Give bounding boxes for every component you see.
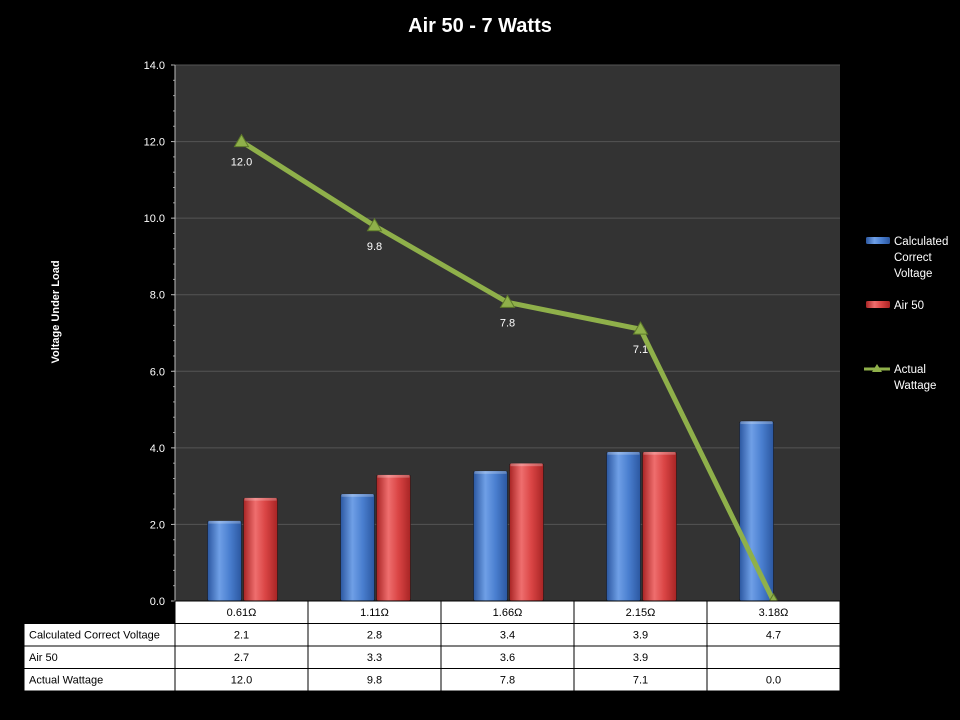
y-tick-label: 4.0: [150, 443, 165, 455]
data-label-actual-wattage: 9.8: [367, 241, 382, 253]
data-label-actual-wattage: 7.1: [633, 344, 648, 356]
y-tick-label: 8.0: [150, 290, 165, 302]
legend-swatch: [866, 301, 890, 308]
legend-label: Calculated: [894, 236, 948, 248]
table-cell-value: 12.0: [231, 675, 252, 687]
bar-calculated-correct-voltage: [340, 493, 375, 602]
table-row-label: Actual Wattage: [29, 675, 103, 687]
point-actual-wattage: [632, 321, 649, 335]
table-cell-value: 2.1: [234, 630, 249, 642]
table-cell-value: 9.8: [367, 675, 382, 687]
table-cell-value: 7.1: [633, 675, 648, 687]
bar-highlight: [510, 463, 543, 467]
bar-highlight: [341, 493, 374, 497]
bar-highlight: [607, 451, 640, 455]
table-row-label: Calculated Correct Voltage: [29, 630, 160, 642]
table-cell-value: 3.6: [500, 652, 515, 664]
bar-highlight: [208, 520, 241, 524]
y-tick-label: 0.0: [150, 596, 165, 608]
bar-calculated-correct-voltage: [739, 420, 774, 602]
data-label-actual-wattage: 7.8: [500, 317, 515, 329]
y-tick-label: 12.0: [144, 137, 165, 149]
bar-highlight: [643, 451, 676, 455]
bar-air-50: [642, 451, 677, 602]
table-row-label: Air 50: [29, 652, 58, 664]
table-cell-value: 2.7: [234, 652, 249, 664]
legend-label: Air 50: [894, 300, 924, 312]
table-cell-value: 2.8: [367, 630, 382, 642]
y-tick-label: 10.0: [144, 213, 165, 225]
bar-calculated-correct-voltage: [606, 451, 641, 602]
bar-calculated-correct-voltage: [207, 520, 242, 602]
plot-layer: 0.0 2.0 4.0 6.0 8.0 10.0 12.0 14.0 12.0 9.8 7.8 7.1…: [144, 60, 840, 628]
table-cell-value: 7.8: [500, 675, 515, 687]
table-cell-value: 3.4: [500, 630, 515, 642]
table-cell-value: 3.9: [633, 630, 648, 642]
x-category-label: 3.18Ω: [759, 607, 789, 619]
legend: Calculated Correct Voltage Air 50 Actual Watt…: [864, 236, 948, 392]
y-axis-label: Voltage Under Load: [50, 260, 62, 363]
x-category-label: 0.61Ω: [227, 607, 257, 619]
bar-air-50: [243, 497, 278, 602]
table-cell-value: 0.0: [766, 675, 781, 687]
bar-air-50: [509, 462, 544, 602]
legend-marker: [872, 364, 882, 372]
point-actual-wattage: [366, 217, 383, 232]
table-cell: [706, 668, 841, 692]
point-actual-wattage: [233, 133, 250, 148]
bar-calculated-correct-voltage: [473, 470, 508, 602]
bar-highlight: [244, 497, 277, 501]
point-actual-wattage: [499, 294, 516, 308]
table-cell-value: 3.9: [633, 652, 648, 664]
table-cell-value: 4.7: [766, 630, 781, 642]
bar-highlight: [740, 421, 773, 425]
x-category-label: 1.66Ω: [493, 607, 523, 619]
legend-label: Wattage: [894, 380, 936, 392]
y-tick-label: 14.0: [144, 60, 165, 72]
table-cell-value: 3.3: [367, 652, 382, 664]
bar-highlight: [474, 470, 507, 474]
bar-air-50: [376, 474, 411, 602]
legend-label: Correct: [894, 252, 933, 264]
chart-title: Air 50 - 7 Watts: [408, 15, 552, 37]
legend-label: Actual: [894, 364, 926, 376]
x-category-label: 1.11Ω: [360, 607, 389, 619]
y-tick-label: 6.0: [150, 366, 165, 378]
x-category-label: 2.15Ω: [626, 607, 656, 619]
data-table: 0.61Ω 1.11Ω 1.66Ω 2.15Ω 3.18Ω Calculated Corr…: [23, 600, 841, 692]
bar-highlight: [377, 474, 410, 478]
data-label-actual-wattage: 12.0: [231, 157, 252, 169]
y-tick-label: 2.0: [150, 519, 165, 531]
table-cell: [706, 645, 841, 669]
legend-label: Voltage: [894, 268, 932, 280]
legend-swatch: [866, 237, 890, 244]
